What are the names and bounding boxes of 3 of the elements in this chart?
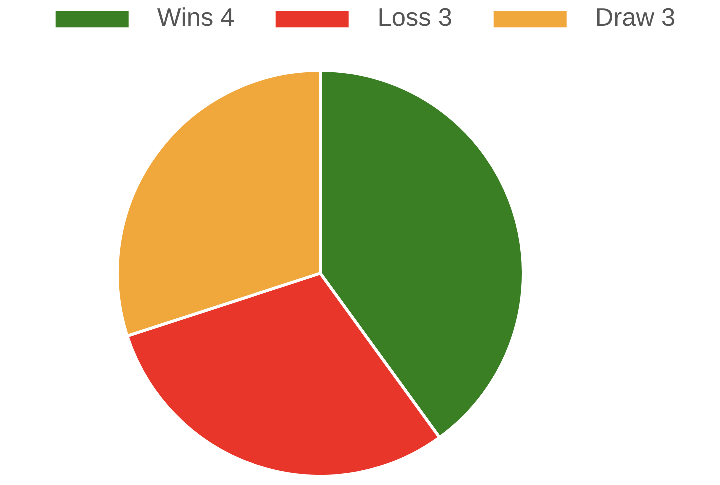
legend-label: Wins 4	[157, 4, 235, 33]
legend-label: Draw 3	[595, 4, 676, 33]
legend-label: Loss 3	[378, 4, 452, 33]
